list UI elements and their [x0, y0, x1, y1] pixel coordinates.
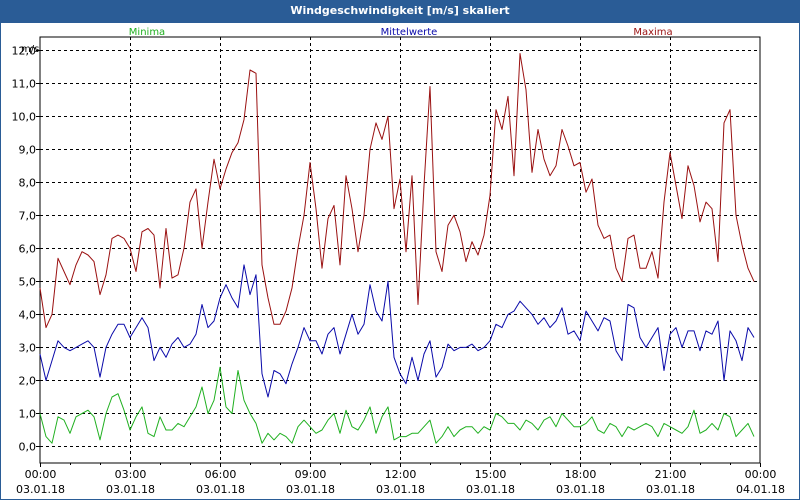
series-line-maxima — [39, 53, 755, 329]
y-tick-label: 7,0 — [19, 210, 37, 223]
legend-entry-maxima: Maxima — [633, 27, 672, 38]
x-tick-time-label: 03:00 — [115, 468, 147, 481]
chart-title: Windgeschwindigkeit [m/s] skaliert — [0, 0, 800, 22]
y-tick-label: 5,0 — [19, 276, 37, 289]
x-tick-date-label: 03.01.18 — [286, 483, 335, 496]
x-tick-date-label: 03.01.18 — [16, 483, 65, 496]
axes: 0,0 1,0 2,0 3,0 4,0 5,0 6,0 7,0 8,0 9,0 10,0 11,0 12… — [12, 36, 785, 496]
y-tick-label: 6,0 — [19, 243, 37, 256]
x-tick-date-label: 03.01.18 — [466, 483, 515, 496]
x-tick-time-label: 00:00 — [25, 468, 57, 481]
x-tick-date-label: 03.01.18 — [106, 483, 155, 496]
x-tick-time-label: 21:00 — [655, 468, 687, 481]
y-tick-label: 2,0 — [19, 375, 37, 388]
x-tick-date-label: 04.01.18 — [736, 483, 785, 496]
x-tick-date-label: 03.01.18 — [376, 483, 425, 496]
x-tick-time-label: 06:00 — [205, 468, 237, 481]
x-tick-date-label: 03.01.18 — [196, 483, 245, 496]
x-tick-time-label: 18:00 — [565, 468, 597, 481]
y-tick-label: 0,0 — [19, 441, 37, 454]
x-tick-time-label: 00:00 — [745, 468, 777, 481]
x-tick-time-label: 12:00 — [385, 468, 417, 481]
y-tick-label: 9,0 — [19, 144, 37, 157]
y-axis-label: m/s — [21, 44, 39, 55]
legend: Maxima Mittelwerte Minima — [129, 27, 673, 38]
y-tick-label: 10,0 — [12, 111, 37, 124]
y-tick-label: 8,0 — [19, 177, 37, 190]
chart-frame: 0,0 1,0 2,0 3,0 4,0 5,0 6,0 7,0 8,0 9,0 10,0 11,0 12… — [0, 22, 800, 500]
y-tick-label: 12,0 — [12, 45, 37, 58]
y-tick-label: 4,0 — [19, 309, 37, 322]
wind-speed-chart: 0,0 1,0 2,0 3,0 4,0 5,0 6,0 7,0 8,0 9,0 10,0 11,0 12… — [12, 27, 785, 496]
grid — [40, 37, 760, 463]
legend-entry-minima: Minima — [129, 27, 165, 38]
x-tick-date-label: 03.01.18 — [646, 483, 695, 496]
x-tick-time-label: 09:00 — [295, 468, 327, 481]
y-tick-label: 11,0 — [12, 78, 37, 91]
series-line-mittelwerte — [39, 264, 755, 398]
y-tick-label: 3,0 — [19, 342, 37, 355]
series-line-minima — [39, 366, 755, 444]
series-lines — [39, 53, 755, 444]
legend-entry-mittelwerte: Mittelwerte — [381, 27, 438, 38]
x-tick-date-label: 03.01.18 — [556, 483, 605, 496]
x-tick-time-label: 15:00 — [475, 468, 507, 481]
y-tick-label: 1,0 — [19, 408, 37, 421]
